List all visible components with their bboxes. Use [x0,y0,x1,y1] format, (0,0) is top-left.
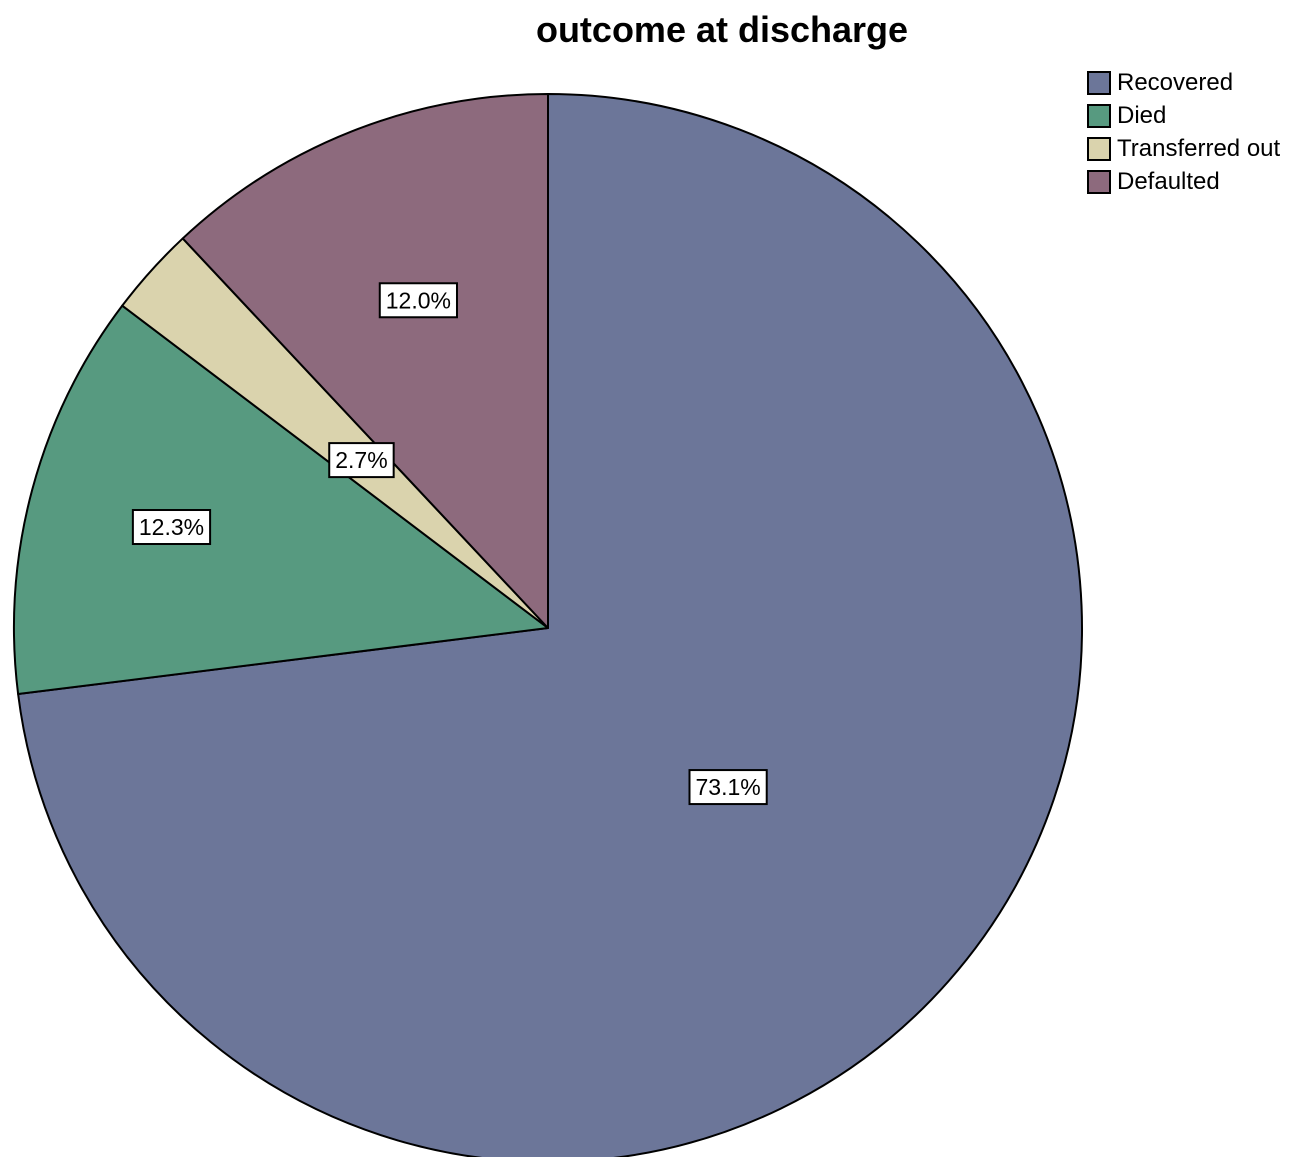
data-label-text-defaulted: 12.0% [386,287,451,313]
data-label-recovered: 73.1% [688,769,768,806]
legend-label-transferred-out: Transferred out [1117,134,1281,162]
legend-label-died: Died [1117,101,1167,129]
chart-title: outcome at discharge [535,9,909,50]
legend: Recovered Died Transferred out Defaulted [1087,66,1299,198]
pie-slice-died [13,304,549,696]
data-label-box-recovered [688,769,768,806]
data-label-box-died [131,509,212,546]
legend-item-recovered: Recovered [1087,66,1299,99]
legend-swatch-died [1087,103,1111,128]
pie-slice-defaulted [181,93,549,629]
data-label-box-defaulted [378,282,458,319]
legend-swatch-defaulted [1087,169,1111,194]
legend-item-died: Died [1087,99,1299,132]
legend-label-defaulted: Defaulted [1117,167,1220,195]
data-label-text-recovered: 73.1% [696,774,761,800]
legend-swatch-transferred-out [1087,136,1111,161]
pie-slice-recovered [17,93,1083,1157]
data-label-transferred-out: 2.7% [328,442,395,479]
data-label-box-transferred-out [328,442,395,479]
data-label-defaulted: 12.0% [378,282,458,319]
data-label-text-died: 12.3% [139,514,204,540]
legend-item-defaulted: Defaulted [1087,165,1299,198]
legend-label-recovered: Recovered [1117,68,1234,96]
legend-swatch-recovered [1087,70,1111,95]
data-label-text-transferred-out: 2.7% [335,447,387,473]
data-label-died: 12.3% [131,509,212,546]
legend-item-transferred-out: Transferred out [1087,132,1299,165]
